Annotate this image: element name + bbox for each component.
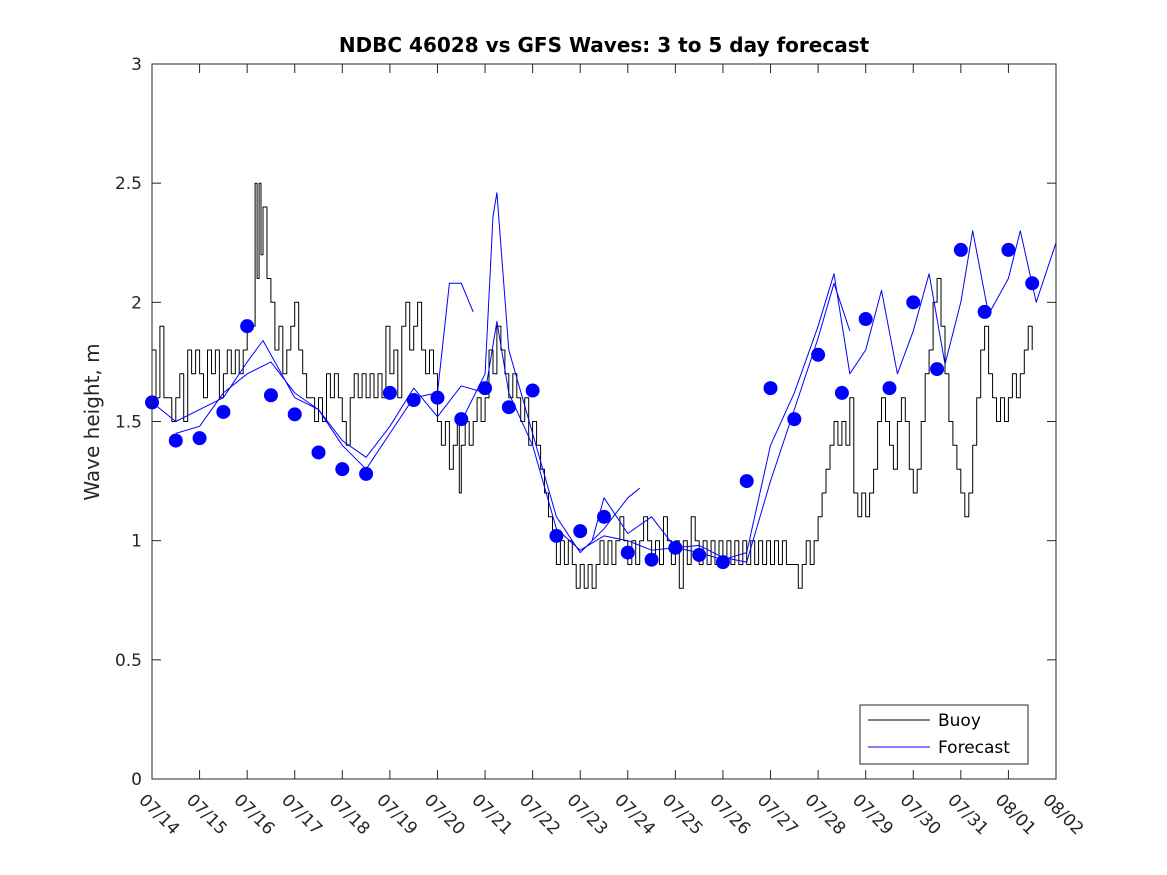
forecast-marker: [430, 390, 445, 405]
forecast-marker: [787, 412, 802, 427]
y-tick-label: 0.5: [115, 651, 142, 671]
forecast-series-line: [460, 192, 641, 554]
forecast-marker: [406, 393, 421, 408]
forecast-marker: [240, 319, 255, 334]
forecast-marker: [335, 462, 350, 477]
forecast-marker: [454, 412, 469, 427]
forecast-marker: [763, 381, 778, 396]
forecast-marker: [977, 304, 992, 319]
forecast-marker: [478, 381, 493, 396]
y-tick-label: 3: [131, 55, 142, 75]
forecast-marker: [930, 362, 945, 377]
forecast-marker: [311, 445, 326, 460]
chart-title: NDBC 46028 vs GFS Waves: 3 to 5 day fore…: [339, 33, 870, 57]
y-tick-label: 1.5: [115, 413, 142, 433]
forecast-marker: [192, 431, 207, 446]
y-tick-label: 2.5: [115, 174, 142, 194]
forecast-marker: [525, 383, 540, 398]
buoy-series-line: [152, 182, 1033, 589]
forecast-marker: [882, 381, 897, 396]
y-axis-label: Wave height, m: [80, 343, 104, 500]
forecast-marker: [1001, 242, 1016, 257]
forecast-marker: [811, 347, 826, 362]
forecast-marker: [620, 545, 635, 560]
y-tick-label: 0: [131, 770, 142, 790]
forecast-marker: [858, 312, 873, 327]
forecast-marker: [216, 404, 231, 419]
legend-label-forecast: Forecast: [938, 738, 1010, 758]
forecast-series-line: [151, 230, 1057, 561]
legend-box: [859, 704, 1029, 765]
legend: Buoy Forecast: [859, 704, 1029, 765]
y-axis: 0 0.5 1 1.5 2 2.5 3: [115, 55, 1056, 790]
forecast-marker: [549, 528, 564, 543]
forecast-marker: [834, 385, 849, 400]
forecast-marker: [668, 540, 683, 555]
plot-area: [145, 182, 1057, 589]
forecast-series-line: [175, 282, 474, 470]
forecast-marker: [739, 474, 754, 489]
y-tick-label: 2: [131, 293, 142, 313]
forecast-marker: [597, 509, 611, 524]
forecast-marker: [906, 295, 921, 310]
forecast-marker: [501, 400, 516, 415]
forecast-marker: [715, 555, 730, 570]
forecast-marker: [359, 466, 374, 481]
forecast-marker: [168, 433, 183, 448]
forecast-marker: [382, 385, 397, 400]
forecast-marker: [573, 524, 588, 539]
forecast-marker: [692, 547, 707, 562]
legend-label-buoy: Buoy: [938, 711, 981, 731]
y-tick-label: 1: [131, 532, 142, 552]
forecast-marker: [644, 552, 659, 567]
forecast-marker: [287, 407, 302, 422]
forecast-marker: [953, 242, 968, 257]
forecast-marker: [263, 388, 278, 403]
forecast-marker: [1025, 276, 1040, 291]
